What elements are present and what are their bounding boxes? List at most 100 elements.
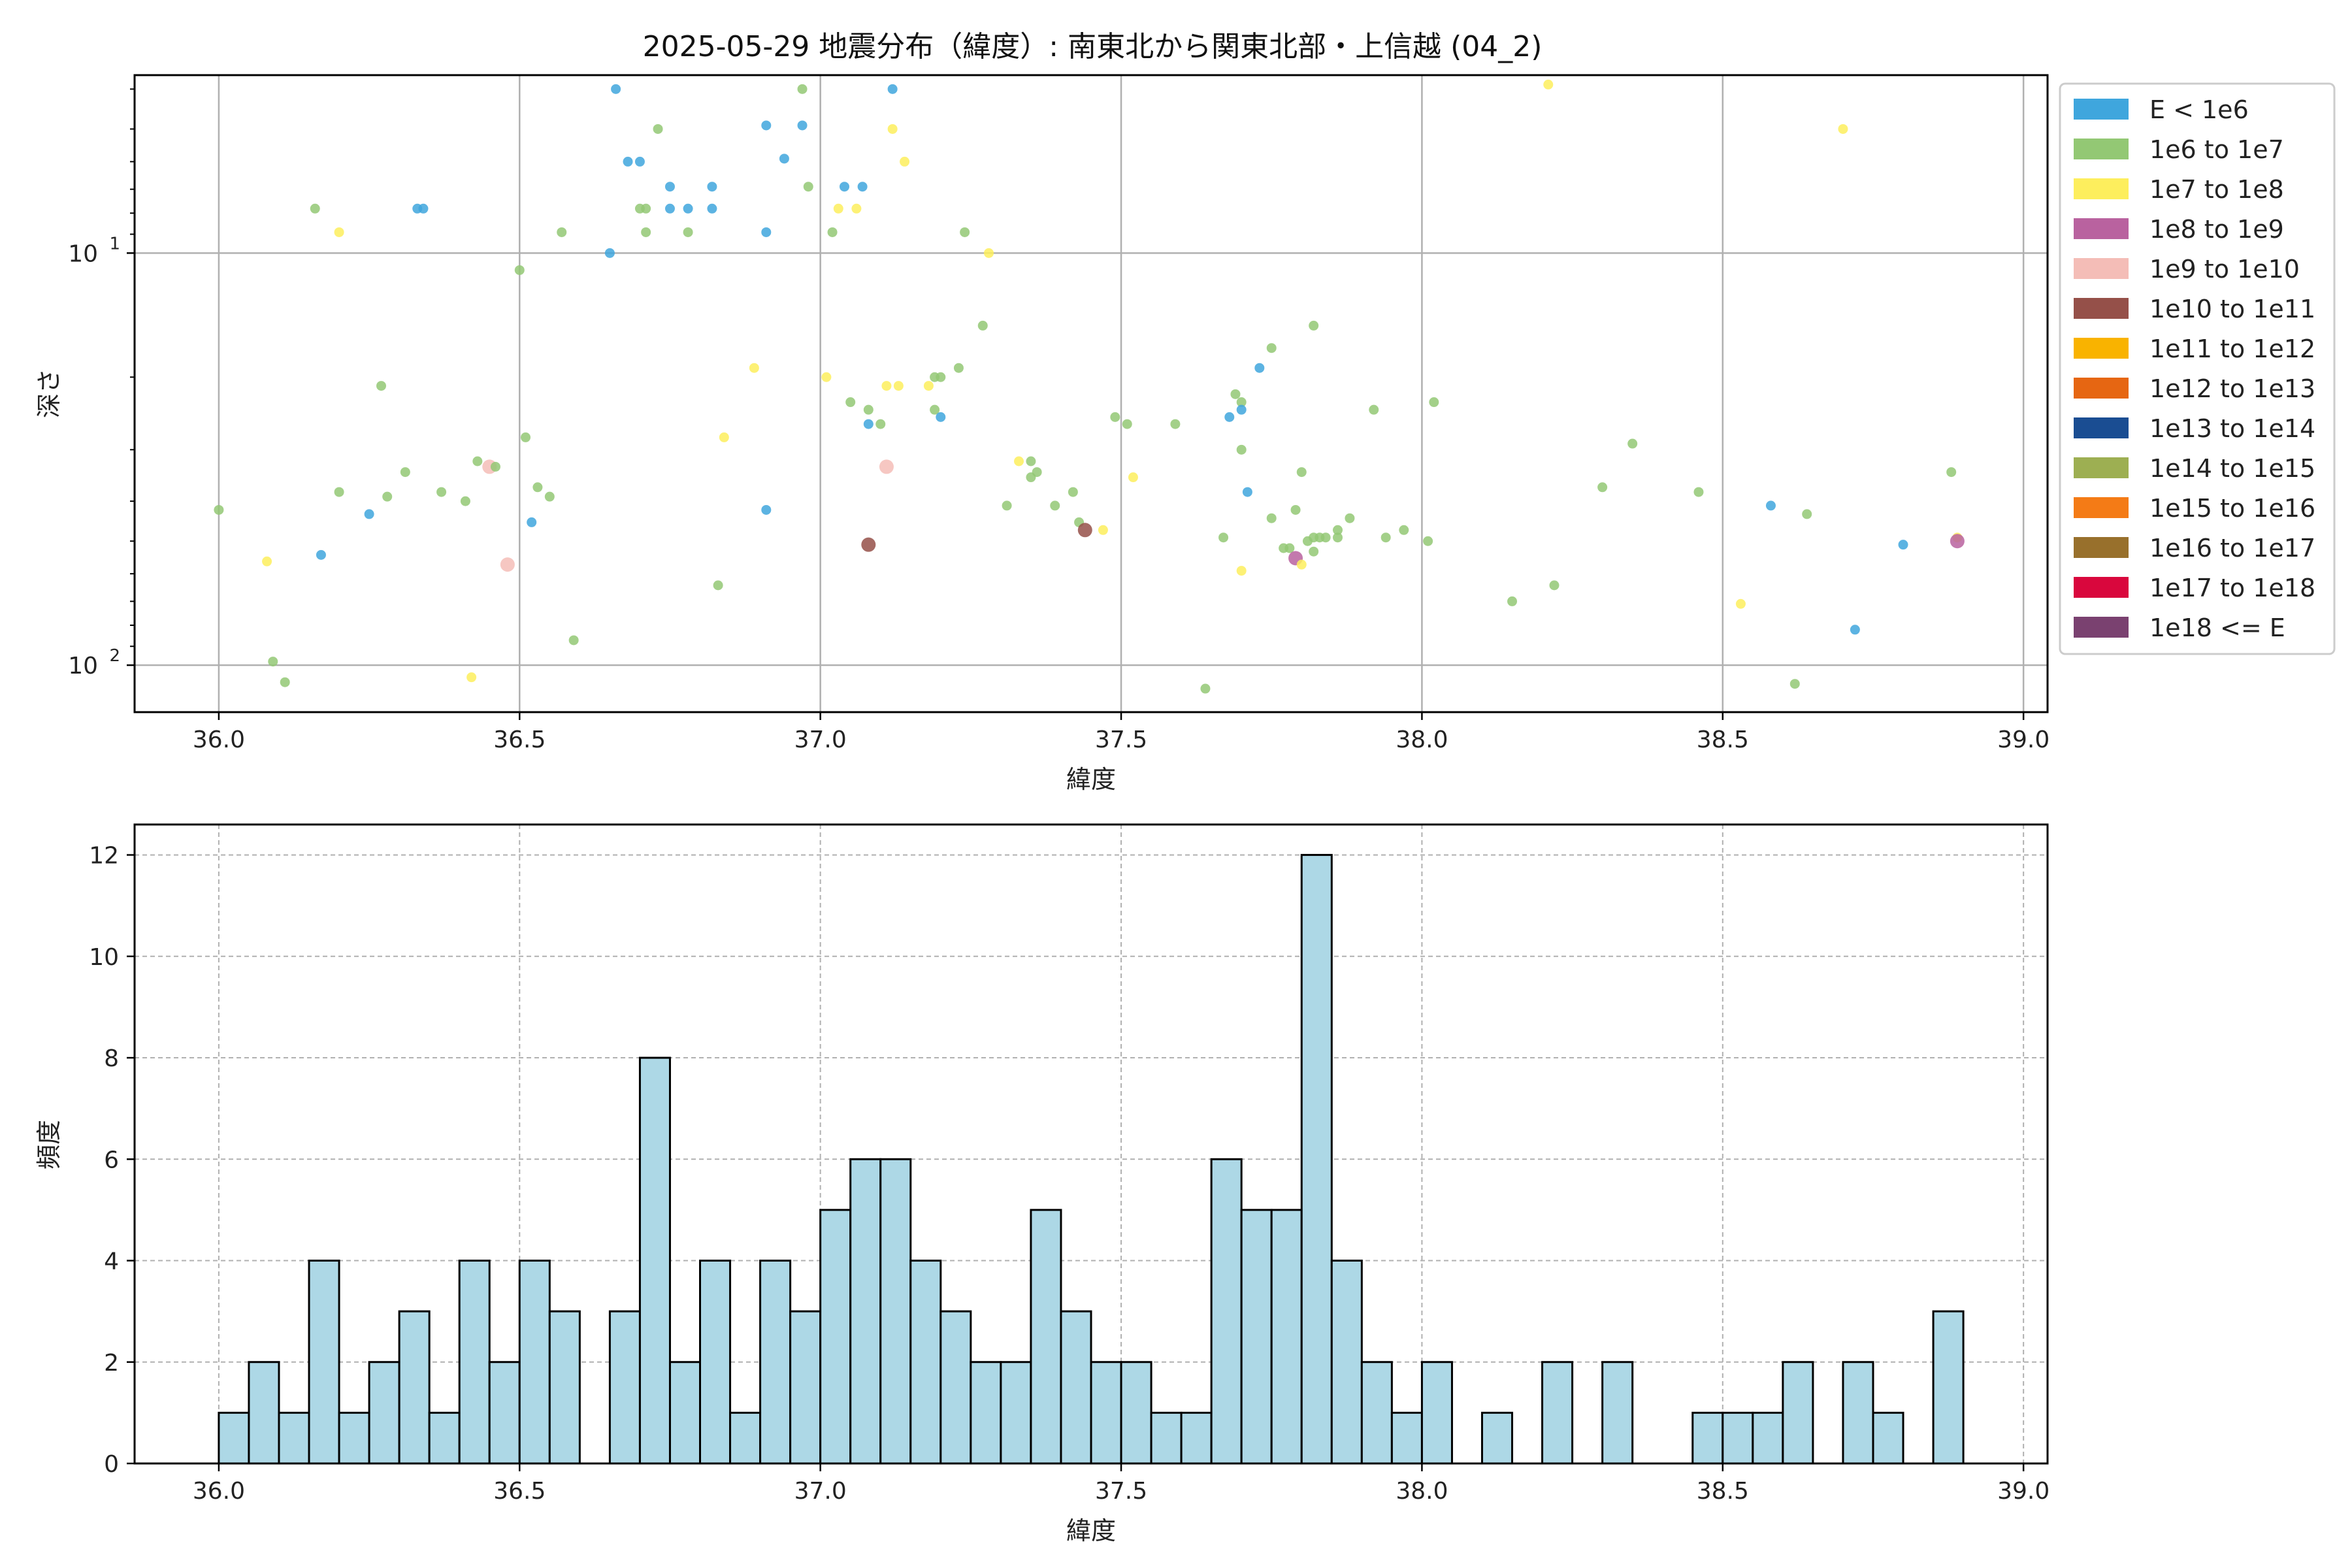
histogram-y-tick-label: 10 (89, 944, 119, 971)
scatter-point (845, 397, 856, 408)
scatter-point (1236, 444, 1247, 455)
histogram-bar (518, 1260, 551, 1465)
histogram-bar (729, 1411, 762, 1465)
histogram-bar (1330, 1260, 1363, 1465)
histogram-bar (1090, 1361, 1122, 1465)
histogram-bar (1932, 1310, 1965, 1465)
legend-swatch (2074, 258, 2129, 279)
scatter-point (1423, 536, 1433, 546)
scatter-point (893, 381, 904, 391)
scatter-point (634, 156, 645, 167)
scatter-x-tick-label: 37.5 (1095, 727, 1147, 753)
scatter-point (875, 419, 886, 429)
histogram-panel: 36.0 36.5 37.0 37.5 38.0 38.5 39.0 0 2 4 6 8 10 12 緯… (35, 823, 2050, 1545)
legend-entry-label: 1e18 <= E (2149, 613, 2285, 642)
legend-entry-label: 1e7 to 1e8 (2149, 175, 2284, 204)
histogram-x-tick-label: 36.0 (193, 1478, 245, 1505)
legend-entry-label: 1e13 to 1e14 (2149, 414, 2315, 443)
scatter-point (641, 203, 651, 214)
histogram-bar (488, 1361, 521, 1465)
scatter-point (713, 580, 723, 591)
histogram-y-tick-label: 2 (104, 1350, 119, 1377)
histogram-x-label: 緯度 (1066, 1516, 1116, 1545)
histogram-bar (1842, 1361, 1874, 1465)
histogram-bar (368, 1361, 400, 1465)
scatter-point (1032, 467, 1042, 478)
histogram-bar (308, 1260, 340, 1465)
legend-swatch (2074, 497, 2129, 518)
legend-swatch (2074, 378, 2129, 399)
scatter-point (707, 182, 717, 192)
scatter-point (960, 227, 970, 237)
scatter-point (839, 182, 849, 192)
scatter-grid (135, 75, 2048, 712)
histogram-bar (849, 1158, 882, 1465)
legend-entry-label: 1e15 to 1e16 (2149, 494, 2315, 523)
scatter-point (1128, 472, 1138, 483)
histogram-bar (278, 1411, 310, 1465)
scatter-point (623, 156, 633, 167)
legend-entry-label: E < 1e6 (2149, 95, 2249, 124)
scatter-point (310, 203, 320, 214)
scatter-point (797, 120, 808, 131)
scatter-point (1950, 534, 1965, 549)
scatter-x-ticks: 36.0 36.5 37.0 37.5 38.0 38.5 39.0 (193, 712, 2050, 753)
scatter-point (749, 363, 759, 373)
histogram-x-ticks: 36.0 36.5 37.0 37.5 38.0 38.5 39.0 (193, 1463, 2050, 1505)
scatter-point (527, 517, 537, 527)
scatter-point (1345, 513, 1355, 523)
scatter-point (1026, 456, 1036, 466)
scatter-point (1236, 397, 1247, 408)
scatter-point (334, 487, 344, 497)
scatter-point (1543, 79, 1554, 90)
scatter-point (532, 482, 543, 493)
histogram-bar (1480, 1411, 1514, 1465)
legend-swatch (2074, 298, 2129, 319)
scatter-point (1254, 363, 1265, 373)
scatter-point (887, 84, 898, 94)
scatter-point (1693, 487, 1704, 497)
scatter-points (214, 79, 1965, 694)
histogram-bar (1240, 1209, 1273, 1465)
legend-swatch (2074, 338, 2129, 359)
scatter-y-tick-exponent: 2 (109, 646, 120, 666)
histogram-bar (398, 1310, 431, 1465)
scatter-point (936, 372, 946, 382)
scatter-point (1296, 559, 1307, 570)
figure-title: 2025-05-29 地震分布（緯度）: 南東北から関東北部・上信越 (04_2… (643, 30, 1543, 63)
scatter-point (683, 227, 693, 237)
scatter-point (557, 227, 567, 237)
scatter-point (268, 657, 278, 667)
scatter-point (262, 556, 272, 566)
scatter-x-tick-label: 38.5 (1697, 727, 1749, 753)
scatter-point (1429, 397, 1439, 408)
scatter-point (334, 227, 344, 237)
scatter-panel: 36.0 36.5 37.0 37.5 38.0 38.5 39.0 10 1 10 2 緯度 深… (35, 74, 2050, 794)
histogram-x-tick-label: 39.0 (1997, 1478, 2050, 1505)
histogram-bar (1150, 1411, 1183, 1465)
scatter-x-tick-label: 36.5 (493, 727, 546, 753)
scatter-point (1333, 532, 1343, 543)
scatter-point (1549, 580, 1560, 591)
scatter-point (983, 248, 994, 258)
scatter-point (1627, 438, 1638, 449)
scatter-point (1320, 532, 1331, 543)
scatter-point (1230, 389, 1241, 399)
legend-swatch (2074, 577, 2129, 598)
legend-swatch (2074, 417, 2129, 438)
scatter-point (514, 265, 525, 275)
scatter-point (400, 467, 410, 478)
scatter-point (1242, 487, 1252, 497)
histogram-bar (1030, 1209, 1062, 1465)
legend-swatch (2074, 99, 2129, 120)
histogram-bar (1541, 1361, 1574, 1465)
histogram-x-tick-label: 36.5 (493, 1478, 546, 1505)
scatter-point (611, 84, 621, 94)
scatter-point (1266, 343, 1277, 353)
histogram-y-label: 頻度 (35, 1120, 63, 1169)
legend-entry-label: 1e16 to 1e17 (2149, 534, 2315, 563)
histogram-bar (548, 1310, 581, 1465)
scatter-point (1946, 467, 1957, 478)
scatter-point (1170, 419, 1181, 429)
